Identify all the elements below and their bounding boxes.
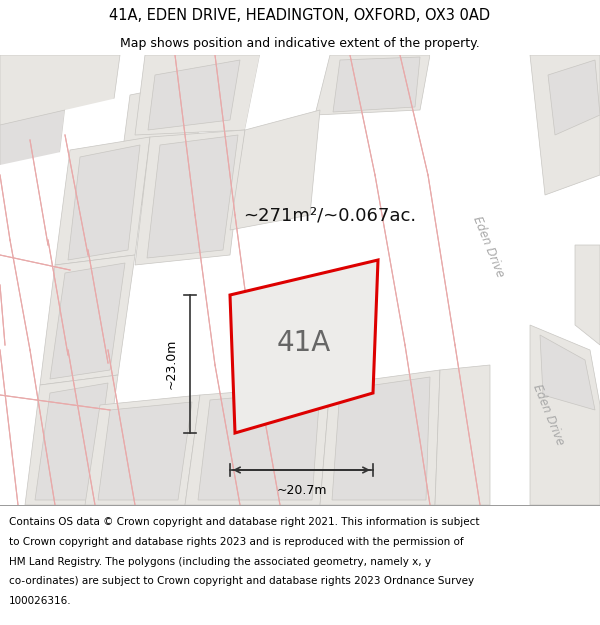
Text: co-ordinates) are subject to Crown copyright and database rights 2023 Ordnance S: co-ordinates) are subject to Crown copyr… — [9, 576, 474, 586]
Text: 41A, EDEN DRIVE, HEADINGTON, OXFORD, OX3 0AD: 41A, EDEN DRIVE, HEADINGTON, OXFORD, OX3… — [109, 8, 491, 23]
Polygon shape — [320, 370, 440, 505]
Text: to Crown copyright and database rights 2023 and is reproduced with the permissio: to Crown copyright and database rights 2… — [9, 537, 464, 547]
Polygon shape — [40, 255, 135, 385]
Text: Map shows position and indicative extent of the property.: Map shows position and indicative extent… — [120, 38, 480, 51]
Polygon shape — [55, 95, 130, 210]
Text: 41A: 41A — [277, 329, 331, 357]
Polygon shape — [185, 385, 330, 505]
Polygon shape — [85, 395, 200, 505]
Polygon shape — [245, 55, 330, 130]
Polygon shape — [430, 55, 545, 215]
Polygon shape — [315, 55, 430, 115]
Text: ~20.7m: ~20.7m — [276, 484, 327, 497]
Polygon shape — [135, 55, 260, 135]
Polygon shape — [0, 150, 70, 305]
Polygon shape — [0, 290, 55, 425]
Text: Eden Drive: Eden Drive — [530, 382, 566, 448]
Polygon shape — [198, 390, 320, 500]
Text: 100026316.: 100026316. — [9, 596, 71, 606]
Text: ~271m²/~0.067ac.: ~271m²/~0.067ac. — [244, 206, 416, 224]
Polygon shape — [0, 410, 40, 505]
Polygon shape — [230, 110, 320, 230]
Polygon shape — [148, 60, 240, 130]
Polygon shape — [35, 383, 108, 500]
Polygon shape — [55, 137, 150, 265]
Polygon shape — [98, 402, 192, 500]
Polygon shape — [230, 260, 378, 433]
Polygon shape — [548, 60, 600, 135]
Polygon shape — [530, 325, 600, 505]
Polygon shape — [530, 55, 600, 195]
Text: ~23.0m: ~23.0m — [165, 339, 178, 389]
Polygon shape — [333, 57, 420, 112]
Polygon shape — [332, 377, 430, 500]
Text: Contains OS data © Crown copyright and database right 2021. This information is : Contains OS data © Crown copyright and d… — [9, 517, 479, 527]
Text: HM Land Registry. The polygons (including the associated geometry, namely x, y: HM Land Registry. The polygons (includin… — [9, 557, 431, 567]
Text: Eden Drive: Eden Drive — [470, 214, 506, 279]
Polygon shape — [50, 263, 125, 379]
Polygon shape — [115, 80, 205, 210]
Polygon shape — [490, 225, 600, 505]
Polygon shape — [435, 365, 490, 505]
Polygon shape — [25, 375, 118, 505]
Polygon shape — [575, 245, 600, 345]
Polygon shape — [0, 55, 120, 165]
Polygon shape — [540, 335, 595, 410]
Polygon shape — [147, 135, 238, 258]
Polygon shape — [135, 130, 245, 265]
Polygon shape — [68, 145, 140, 260]
Polygon shape — [0, 110, 65, 195]
